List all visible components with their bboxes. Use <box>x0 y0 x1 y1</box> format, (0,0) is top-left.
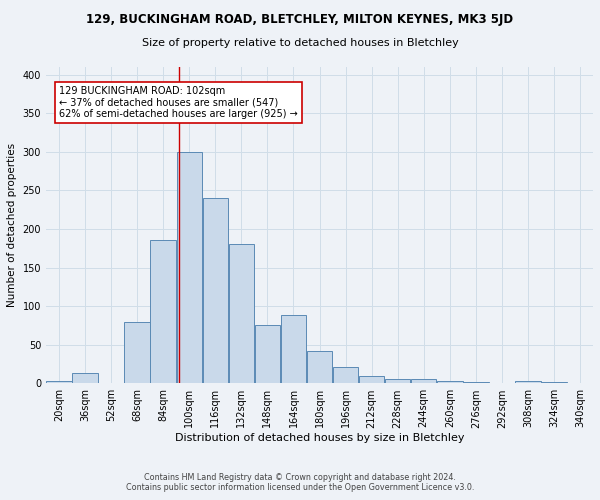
Bar <box>333 367 358 384</box>
Bar <box>46 381 72 384</box>
Bar <box>411 378 436 384</box>
Bar <box>203 198 228 384</box>
Y-axis label: Number of detached properties: Number of detached properties <box>7 143 17 307</box>
Bar <box>359 376 385 384</box>
Bar <box>541 382 567 384</box>
Bar <box>463 382 488 384</box>
Text: 129, BUCKINGHAM ROAD, BLETCHLEY, MILTON KEYNES, MK3 5JD: 129, BUCKINGHAM ROAD, BLETCHLEY, MILTON … <box>86 12 514 26</box>
Bar <box>176 152 202 384</box>
Bar <box>281 316 306 384</box>
Text: Size of property relative to detached houses in Bletchley: Size of property relative to detached ho… <box>142 38 458 48</box>
Bar <box>307 351 332 384</box>
Text: Contains HM Land Registry data © Crown copyright and database right 2024.
Contai: Contains HM Land Registry data © Crown c… <box>126 473 474 492</box>
Bar <box>437 381 463 384</box>
Text: 129 BUCKINGHAM ROAD: 102sqm
← 37% of detached houses are smaller (547)
62% of se: 129 BUCKINGHAM ROAD: 102sqm ← 37% of det… <box>59 86 298 120</box>
Bar <box>151 240 176 384</box>
Bar <box>124 322 150 384</box>
Bar <box>229 244 254 384</box>
Bar <box>254 326 280 384</box>
Bar <box>385 378 410 384</box>
Bar <box>72 373 98 384</box>
X-axis label: Distribution of detached houses by size in Bletchley: Distribution of detached houses by size … <box>175 433 464 443</box>
Bar <box>515 381 541 384</box>
